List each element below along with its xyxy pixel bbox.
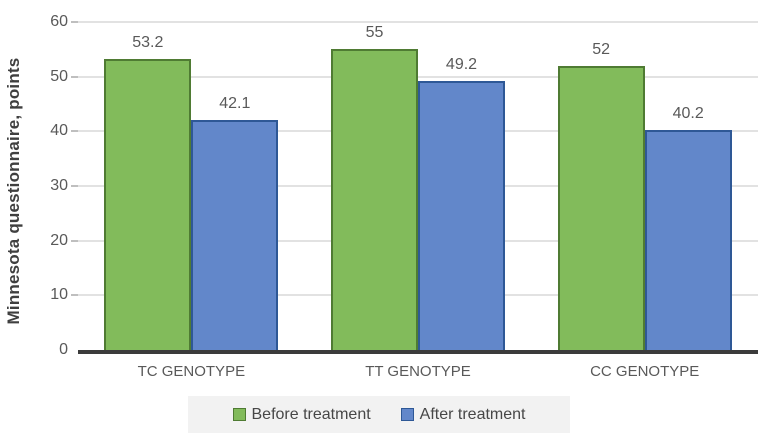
gridline-60 (78, 21, 758, 23)
y-tick-mark-50 (71, 75, 78, 78)
data-label-before-treatment-tc-genotype: 53.2 (132, 34, 164, 52)
legend-label-before-treatment: Before treatment (251, 405, 371, 423)
legend-marker-after-treatment-icon (400, 408, 414, 421)
y-tick-label-40: 40 (50, 122, 68, 140)
data-label-after-treatment-cc-genotype: 40.2 (672, 105, 704, 123)
y-tick-label-60: 60 (50, 13, 68, 30)
category-label-tt-genotype: TT GENOTYPE (365, 363, 471, 380)
gridline-50 (78, 75, 758, 78)
category-label-cc-genotype: CC GENOTYPE (590, 363, 700, 380)
legend-item-after-treatment: After treatment (400, 405, 526, 424)
y-tick-mark-60 (71, 21, 78, 23)
bar-before-treatment-tc-genotype (104, 59, 192, 350)
y-tick-label-50: 50 (50, 67, 68, 85)
bar-before-treatment-cc-genotype (557, 65, 645, 350)
y-tick-mark-10 (71, 294, 78, 297)
bar-after-treatment-tt-genotype (418, 81, 505, 350)
category-label-tc-genotype: TC GENOTYPE (137, 363, 246, 380)
legend-label-after-treatment: After treatment (419, 405, 526, 423)
bar-before-treatment-tt-genotype (331, 49, 418, 350)
bar-after-treatment-tc-genotype (191, 119, 279, 350)
data-label-before-treatment-tt-genotype: 55 (365, 24, 384, 42)
data-label-before-treatment-cc-genotype: 52 (592, 40, 611, 58)
legend-marker-before-treatment-icon (232, 408, 246, 421)
y-tick-label-0: 0 (59, 341, 68, 358)
y-tick-mark-20 (71, 239, 78, 242)
bar-after-treatment-cc-genotype (644, 130, 732, 350)
y-tick-label-20: 20 (50, 231, 68, 249)
legend: Before treatment After treatment (188, 396, 570, 433)
x-axis-line (78, 350, 758, 354)
y-tick-label-10: 10 (50, 286, 68, 304)
y-tick-mark-40 (71, 130, 78, 133)
data-label-after-treatment-tt-genotype: 49.2 (445, 56, 478, 74)
y-tick-mark-30 (71, 185, 78, 187)
y-tick-label-30: 30 (50, 177, 68, 194)
data-label-after-treatment-tc-genotype: 42.1 (219, 94, 251, 112)
y-axis-title: Minnesota questionnaire, points (4, 57, 23, 325)
legend-item-before-treatment: Before treatment (232, 405, 371, 424)
